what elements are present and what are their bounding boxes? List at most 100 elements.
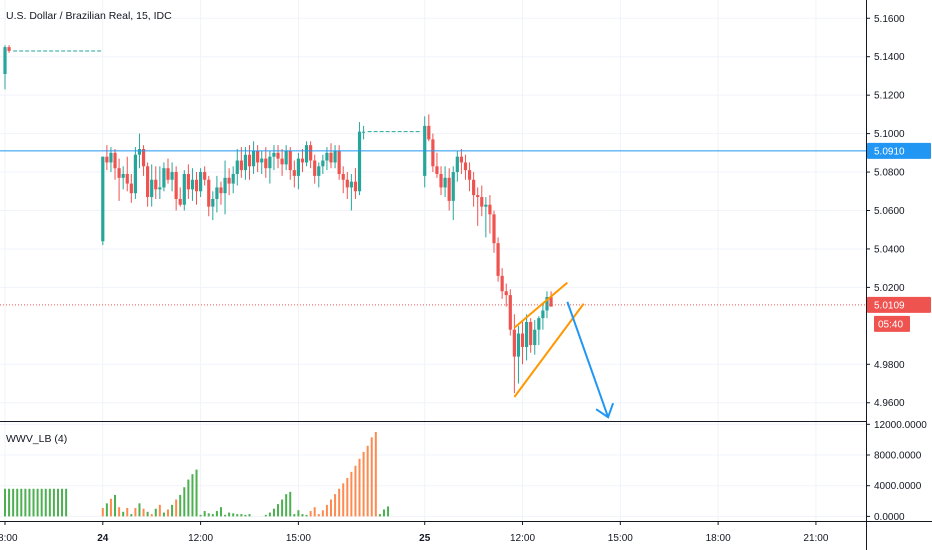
candle-body: [329, 152, 333, 163]
candle-body: [435, 166, 439, 174]
price-tick-label: 5.1200: [874, 91, 905, 102]
candle-body: [472, 179, 476, 196]
price-pane: [3, 45, 553, 394]
candle-body: [227, 177, 231, 184]
volume-bar: [272, 508, 275, 517]
volume-bar: [171, 504, 174, 517]
volume-bar: [44, 488, 47, 517]
candle-body: [158, 187, 162, 190]
volume-bar: [101, 507, 104, 517]
candle-body: [7, 47, 11, 51]
candle-body: [239, 160, 243, 171]
volume-bar: [297, 510, 300, 517]
volume-bar: [240, 514, 243, 517]
volume-bar: [61, 488, 64, 517]
wedge-trendline: [513, 303, 585, 398]
candle-body: [443, 177, 447, 188]
candle-body: [321, 160, 325, 167]
volume-pane: [4, 431, 390, 517]
candle-body: [264, 158, 268, 169]
candle-body: [292, 170, 296, 176]
volume-bar: [248, 514, 251, 517]
candle-body: [247, 154, 252, 167]
candle-body: [146, 166, 150, 198]
time-tick-label: 18:00: [0, 533, 18, 544]
candle-body: [508, 295, 512, 330]
volume-bar: [12, 488, 15, 517]
volume-bar: [342, 483, 345, 517]
volume-bar: [338, 488, 341, 517]
volume-bar: [325, 504, 328, 517]
candle-body: [492, 214, 496, 244]
candle-body: [357, 131, 362, 192]
volume-bar: [142, 508, 145, 517]
candle-body: [137, 148, 142, 155]
candle-body: [304, 145, 309, 163]
volume-bar: [195, 469, 198, 517]
volume-bar: [309, 511, 312, 517]
candle-body: [353, 181, 358, 192]
candle-body: [345, 179, 349, 188]
volume-bar: [317, 514, 320, 517]
volume-bar: [346, 478, 349, 517]
candle-body: [260, 158, 264, 163]
price-tick-label: 5.0600: [874, 206, 905, 217]
price-tick-label: 5.0400: [874, 244, 905, 255]
volume-bar: [48, 488, 51, 517]
volume-bar: [8, 488, 11, 517]
candle-body: [533, 329, 537, 346]
candle-body: [488, 204, 492, 215]
volume-bar: [158, 504, 161, 517]
volume-bar: [281, 499, 284, 517]
volume-bar: [154, 508, 157, 517]
volume-bar: [330, 499, 332, 517]
volume-bar: [215, 511, 218, 517]
volume-bar: [179, 494, 182, 517]
volume-bar: [16, 488, 19, 517]
volume-bar: [56, 488, 59, 517]
candle-body: [154, 179, 158, 190]
volume-bar: [175, 499, 178, 517]
volume-bar: [334, 494, 337, 517]
volume-bar: [65, 488, 68, 517]
volume-bar: [211, 514, 214, 517]
drawing-overlay: [0, 50, 866, 419]
volume-bar: [52, 488, 55, 517]
candle-body: [317, 166, 321, 176]
candle-body: [549, 297, 553, 307]
forecast-arrowhead: [595, 402, 615, 419]
candle-body: [276, 152, 280, 159]
volume-bar: [126, 507, 129, 517]
last-price-tag-bg: [867, 296, 931, 313]
volume-bar: [293, 514, 296, 517]
volume-bar: [301, 514, 304, 517]
candle-body: [219, 187, 223, 194]
candle-body: [520, 333, 525, 347]
price-tick-label: 5.0200: [874, 283, 905, 294]
candle-body: [467, 170, 472, 180]
candle-body: [121, 173, 125, 178]
volume-bar: [382, 509, 385, 517]
candle-body: [117, 168, 121, 178]
volume-bar: [28, 488, 31, 517]
volume-bar: [268, 512, 271, 517]
volume-bar: [366, 445, 369, 517]
volume-bar: [207, 513, 210, 517]
volume-bar: [4, 488, 6, 517]
candle-body: [333, 150, 337, 163]
candle-body: [362, 131, 366, 133]
forecast-arrow: [566, 301, 610, 418]
candle-body: [101, 156, 105, 242]
volume-bar: [321, 510, 324, 517]
horizontal-line-price-tag-bg: [867, 142, 931, 159]
volume-bar: [313, 507, 316, 517]
volume-bar: [232, 513, 235, 517]
price-tick-label: 5.0800: [874, 168, 905, 179]
candle-body: [211, 198, 215, 207]
candle-body: [166, 168, 170, 180]
price-tick-label: 4.9800: [874, 360, 905, 371]
candle-body: [459, 156, 463, 163]
volume-tick-label: 12000.0000: [874, 420, 927, 431]
